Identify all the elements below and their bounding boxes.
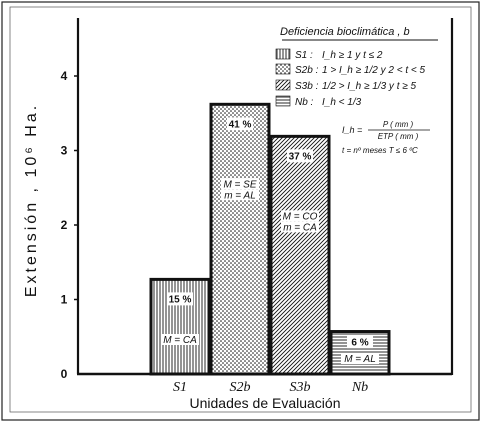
legend-code-nb: Nb : bbox=[295, 97, 314, 108]
legend-swatch-s2b bbox=[275, 63, 291, 75]
legend-code-s3b: S3b : bbox=[295, 81, 319, 92]
y-axis-label: Extensión , 10⁶ Ha. bbox=[23, 103, 40, 297]
pct-label-s1: 15 % bbox=[169, 294, 192, 305]
y-tick-label-3: 3 bbox=[61, 144, 68, 158]
legend-code-s1: S1 : bbox=[295, 50, 313, 61]
x-axis-label: Unidades de Evaluación bbox=[190, 395, 341, 411]
x-tick-label-s2b: S2b bbox=[230, 380, 251, 395]
legend-rule-s2b: 1 > I_h ≥ 1/2 y 2 < t < 5 bbox=[322, 65, 425, 76]
formula-lhs: I_h = bbox=[342, 125, 362, 135]
formula-denominator: ETP ( mm ) bbox=[378, 132, 419, 141]
bar-s2b bbox=[209, 102, 271, 376]
pct-label-bg-s1 bbox=[167, 292, 193, 306]
formula-numerator: P ( mm ) bbox=[383, 120, 414, 129]
x-tick-labels: S1 S2b S3b Nb bbox=[173, 380, 368, 395]
y-tick-label-2: 2 bbox=[61, 218, 68, 232]
annotation-s1-0: M = CA bbox=[163, 335, 197, 346]
annotation-bg-s1-0 bbox=[161, 334, 199, 345]
bars: 15 % M = CA 41 % M = SEm = AL 37 % M = COm = … bbox=[149, 102, 391, 376]
legend-rule-nb: I_h < 1/3 bbox=[322, 97, 362, 108]
legend: Deficiencia bioclimática , b S1 : I_h ≥ … bbox=[275, 26, 438, 155]
x-tick-label-s1: S1 bbox=[173, 380, 187, 395]
annotation-bg-s3b-0 bbox=[281, 210, 319, 222]
pct-label-s2b: 41 % bbox=[229, 119, 252, 130]
pct-label-bg-s3b bbox=[287, 149, 313, 163]
inner-border bbox=[9, 6, 472, 413]
x-tick-label-s3b: S3b bbox=[290, 380, 311, 395]
y-ticks: 0 1 2 3 4 bbox=[61, 69, 78, 381]
pct-label-s3b: 37 % bbox=[289, 151, 312, 162]
y-tick-label-4: 4 bbox=[61, 69, 68, 83]
legend-rule-s3b: 1/2 > I_h ≥ 1/3 y t ≥ 5 bbox=[322, 81, 417, 92]
pct-label-bg-nb bbox=[347, 335, 373, 349]
legend-code-s2b: S2b : bbox=[295, 65, 319, 76]
annotation-s3b-1: m = CA bbox=[283, 222, 317, 233]
annotation-bg-s2b-1 bbox=[221, 189, 259, 201]
pct-label-bg-s2b bbox=[227, 117, 253, 131]
annotation-s2b-1: m = AL bbox=[224, 190, 256, 201]
annotation-s2b-0: M = SE bbox=[223, 179, 256, 190]
legend-swatch-s1 bbox=[275, 48, 291, 60]
annotation-nb-0: M = AL bbox=[344, 354, 376, 365]
t-definition: t = nº meses T ≤ 6 ºC bbox=[342, 146, 418, 155]
y-tick-label-1: 1 bbox=[61, 293, 68, 307]
bar-s3b bbox=[269, 134, 331, 376]
annotation-bg-nb-0 bbox=[341, 353, 379, 364]
x-tick-label-nb: Nb bbox=[351, 380, 368, 395]
legend-title: Deficiencia bioclimática , b bbox=[280, 26, 410, 38]
annotation-bg-s2b-0 bbox=[221, 178, 259, 190]
pct-label-nb: 6 % bbox=[351, 338, 368, 349]
legend-swatch-nb bbox=[275, 95, 291, 107]
y-tick-label-0: 0 bbox=[61, 367, 68, 381]
legend-rule-s1: I_h ≥ 1 y t ≤ 2 bbox=[322, 50, 383, 61]
legend-swatch-s3b bbox=[275, 79, 291, 91]
annotation-bg-s3b-1 bbox=[281, 221, 319, 233]
annotation-s3b-0: M = CO bbox=[283, 211, 318, 222]
